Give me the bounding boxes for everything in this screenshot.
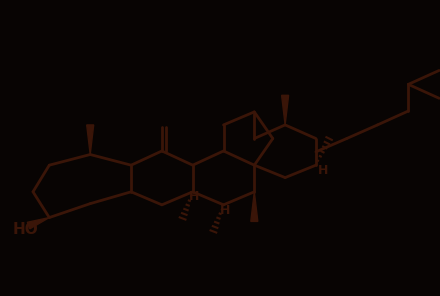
Polygon shape xyxy=(87,125,94,155)
Text: H: H xyxy=(220,204,231,217)
Text: H: H xyxy=(189,190,200,203)
Polygon shape xyxy=(251,192,258,221)
Text: H: H xyxy=(318,164,328,177)
Polygon shape xyxy=(282,95,289,125)
Text: HO: HO xyxy=(12,222,38,237)
Polygon shape xyxy=(27,218,49,229)
